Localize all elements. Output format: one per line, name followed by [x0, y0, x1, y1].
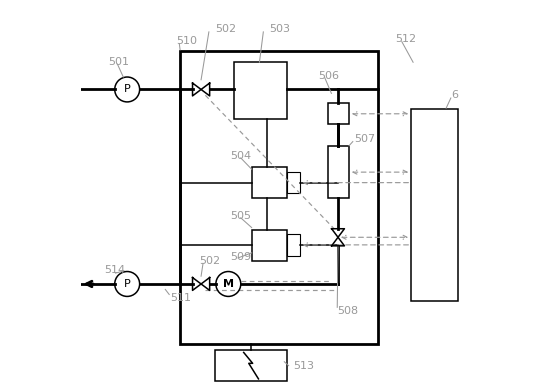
Text: 502: 502 [199, 256, 220, 266]
Text: 509: 509 [230, 252, 252, 262]
Text: M: M [223, 279, 234, 289]
Text: 513: 513 [293, 361, 314, 371]
Bar [287, 234, 300, 256]
Text: 505: 505 [230, 210, 252, 221]
Text: 502: 502 [214, 24, 236, 34]
Bar [252, 230, 287, 261]
Text: 512: 512 [395, 34, 417, 44]
Bar [411, 109, 458, 301]
Text: 501: 501 [108, 57, 129, 67]
Text: 503: 503 [269, 24, 290, 34]
Text: 514: 514 [104, 265, 125, 275]
Bar [180, 51, 378, 344]
Bar [327, 146, 349, 198]
Text: 507: 507 [354, 134, 375, 144]
Text: 504: 504 [230, 151, 252, 161]
Text: 510: 510 [176, 36, 197, 46]
Text: P: P [124, 279, 130, 289]
Text: 508: 508 [337, 306, 359, 316]
Bar [287, 172, 300, 193]
Bar [252, 167, 287, 198]
Bar [234, 62, 287, 119]
Bar [214, 350, 287, 381]
Bar [327, 103, 349, 124]
Text: 506: 506 [318, 71, 339, 81]
Text: 511: 511 [170, 293, 191, 303]
Text: 6: 6 [451, 90, 458, 100]
Text: P: P [124, 84, 130, 95]
